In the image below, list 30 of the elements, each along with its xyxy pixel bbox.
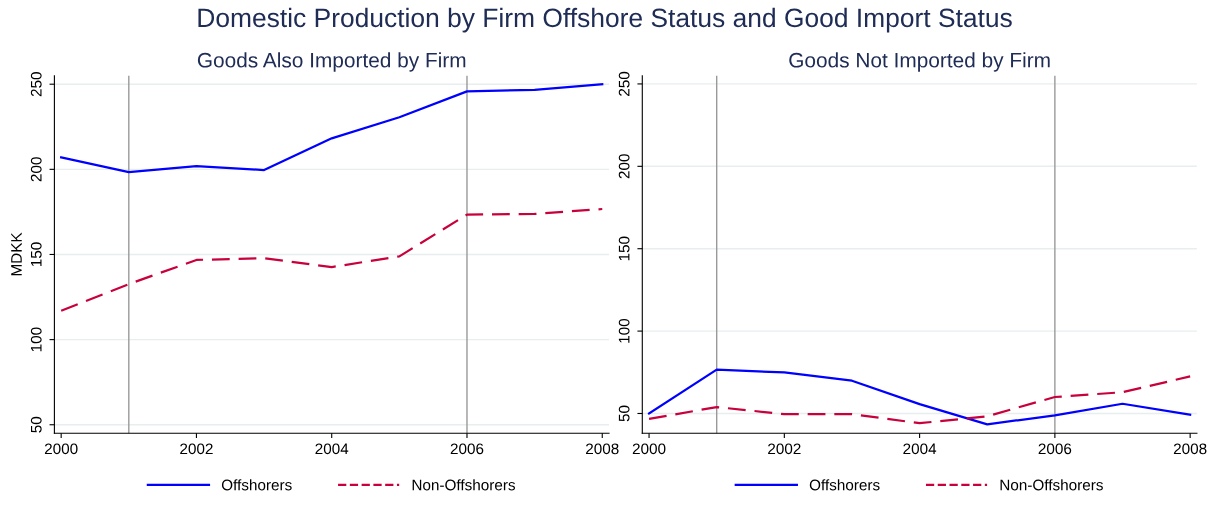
x-tick-label: 2006: [1038, 443, 1072, 455]
line-series: [60, 83, 604, 174]
x-tick-label: 2004: [903, 443, 937, 455]
x-tick-label: 2008: [1173, 443, 1207, 455]
y-axis-title: MDKK: [11, 232, 22, 276]
x-tick-label: 2006: [450, 443, 484, 455]
x-tick-label: 2000: [632, 443, 666, 455]
y-tick-label: 250: [30, 72, 42, 97]
x-tick-label: 2002: [768, 443, 801, 455]
legend-label: Offshorers: [221, 479, 292, 491]
y-tick-label: 100: [618, 318, 630, 343]
legend-label: Non-Offshorers: [412, 479, 516, 491]
text: Domestic Production by Firm Offshore Status and Good Import Status: [198, 7, 1012, 33]
x-tick-label: 2004: [315, 443, 349, 455]
y-tick-label: 50: [30, 416, 42, 433]
chart-title: Goods Also Imported by Firm: [197, 52, 466, 72]
x-tick-label: 2000: [44, 443, 78, 455]
x-tick-label: 2002: [180, 443, 213, 455]
y-tick-label: 200: [30, 157, 42, 182]
y-tick-label: 250: [618, 71, 630, 96]
y-tick-label: 200: [618, 154, 630, 179]
legend-label: Offshorers: [809, 479, 880, 491]
y-tick-label: 100: [30, 327, 42, 352]
y-tick-label: 150: [30, 242, 42, 267]
y-tick-label: 50: [618, 405, 630, 422]
legend-label: Non-Offshorers: [1000, 479, 1103, 491]
chart-title: Goods Not Imported by Firm: [789, 52, 1050, 72]
x-tick-label: 2008: [586, 443, 619, 455]
line-series: [60, 207, 604, 312]
y-tick-label: 150: [618, 236, 630, 261]
